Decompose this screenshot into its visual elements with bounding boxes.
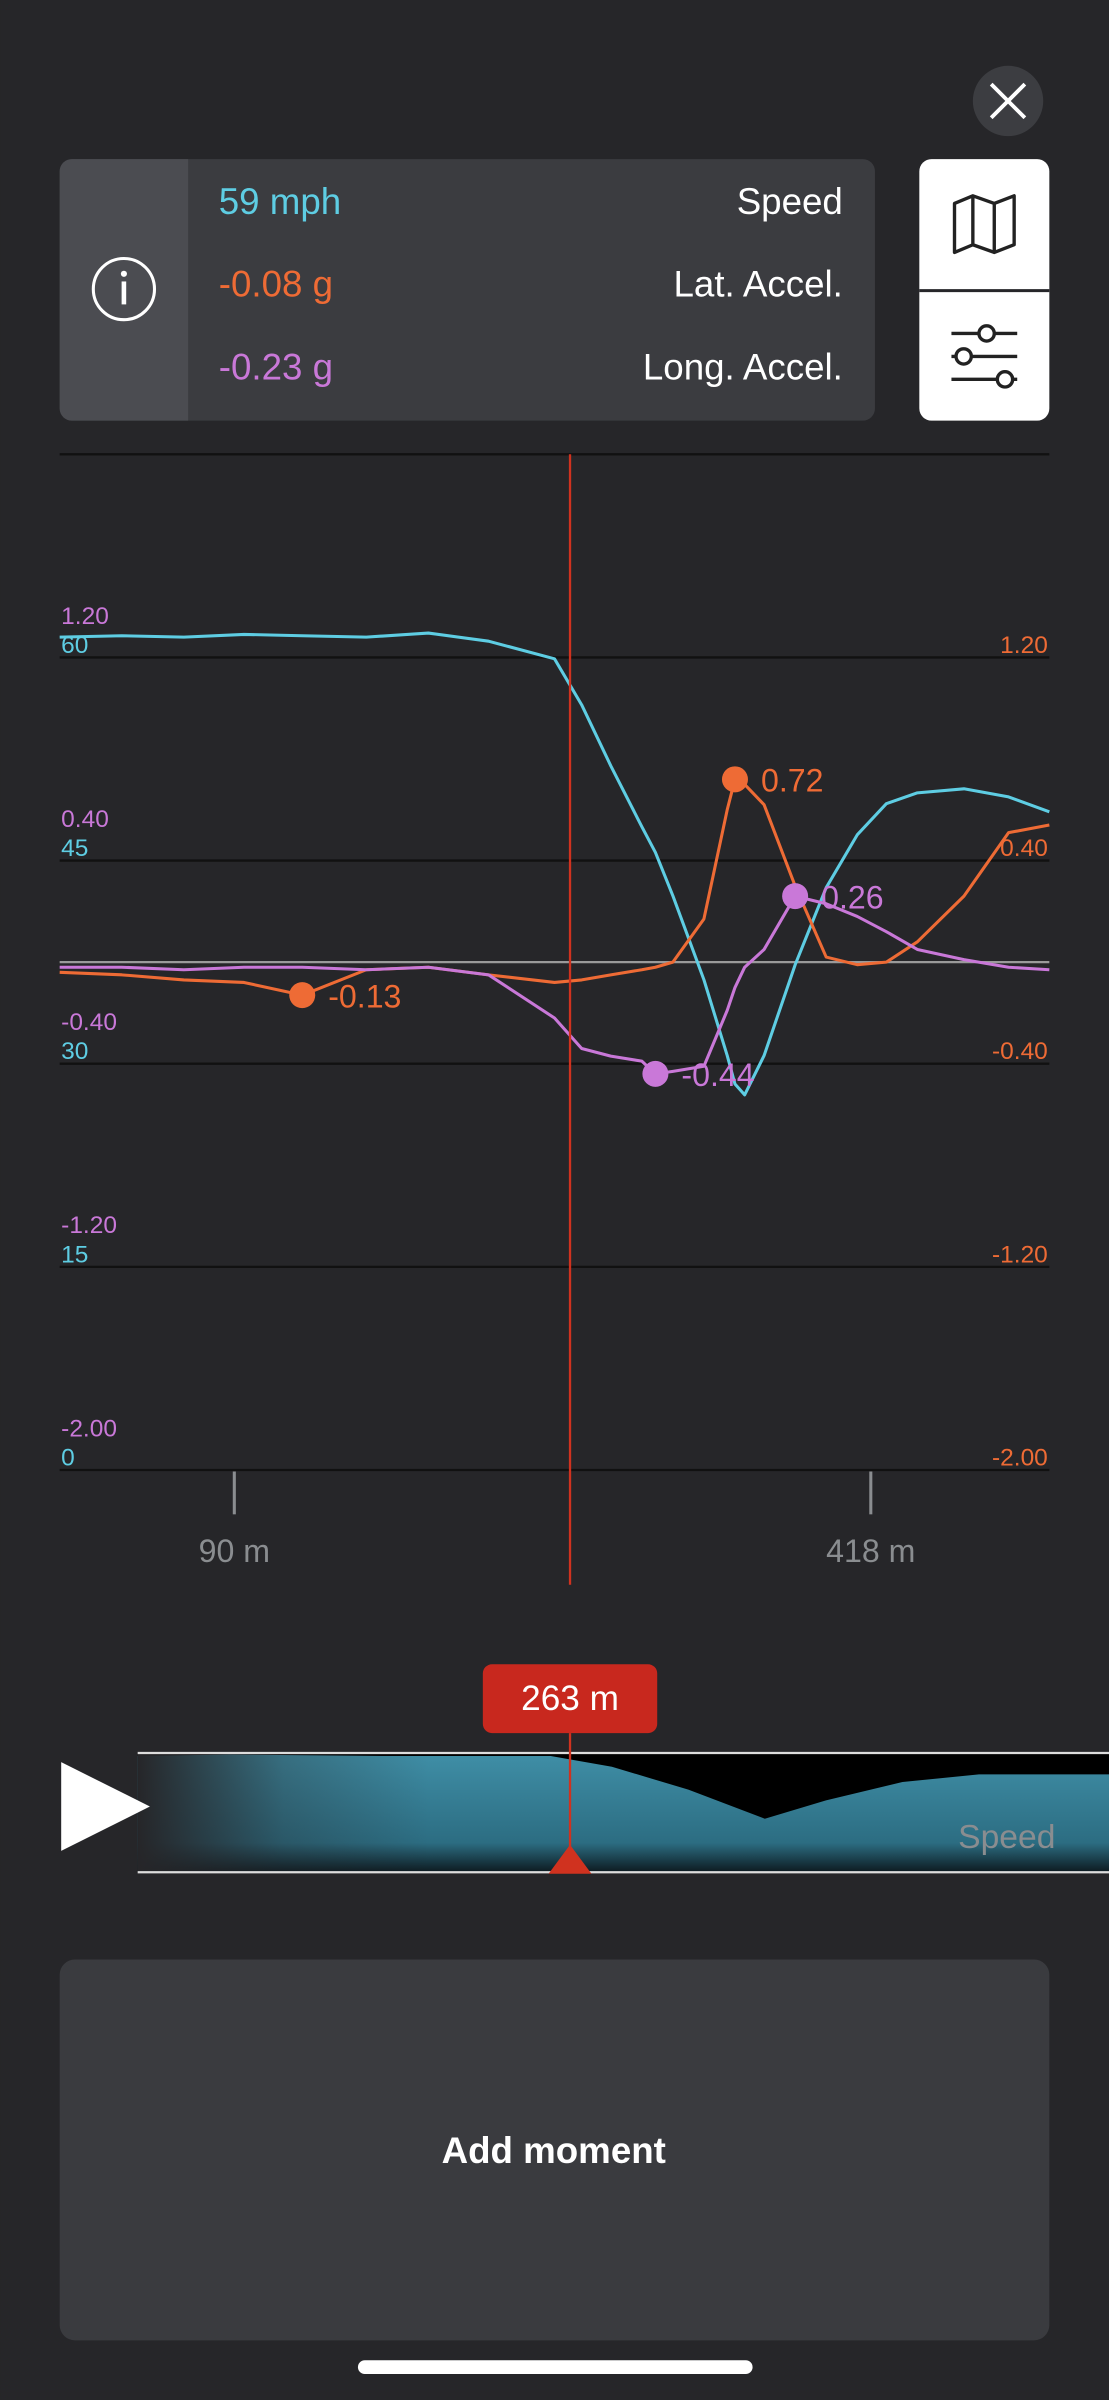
timeline-handle	[548, 1844, 592, 1874]
cursor: 263 m	[482, 454, 658, 1874]
add-moment-button[interactable]: Add moment	[59, 1959, 1050, 2341]
speed-tick-label: 45	[61, 835, 88, 862]
info-button[interactable]	[91, 256, 157, 322]
long-tick-label: 1.20	[61, 603, 109, 630]
point-label: 0.72	[761, 763, 824, 799]
readout-panel	[59, 159, 875, 421]
lat-readout: -0.08 g	[219, 264, 333, 305]
long-tick-label: -1.20	[61, 1212, 117, 1239]
speed-tick-label: 30	[61, 1038, 88, 1065]
close-button[interactable]	[972, 65, 1044, 137]
speed-tick-label: 0	[61, 1444, 75, 1471]
speed-tick-label: 15	[61, 1241, 88, 1268]
timeline[interactable]	[137, 1751, 1109, 1874]
point-marker	[642, 1060, 669, 1087]
point-marker	[721, 766, 748, 793]
button-label: Add moment	[442, 2130, 666, 2171]
series-line	[59, 631, 1050, 1097]
speed-readout: 59 mph	[219, 181, 341, 222]
speed-label: Speed	[737, 181, 843, 222]
lat-tick-label: -2.00	[992, 1444, 1048, 1471]
series-line	[59, 777, 1050, 997]
point-label: -0.13	[328, 978, 401, 1014]
long-tick-label: 0.40	[61, 806, 109, 833]
x-tick-label: 90 m	[199, 1533, 270, 1569]
play-button[interactable]	[61, 1762, 150, 1851]
long-readout: -0.23 g	[219, 346, 333, 387]
long-label: Long. Accel.	[643, 346, 843, 387]
lat-tick-label: 1.20	[1000, 632, 1048, 659]
chart: 015304560-2.00-1.20-0.400.401.20-2.00-1.…	[59, 603, 1050, 1569]
point-label: 0.26	[821, 879, 884, 915]
lat-tick-label: 0.40	[1000, 835, 1048, 862]
map-button[interactable]	[952, 194, 1016, 255]
lat-tick-label: -1.20	[992, 1241, 1048, 1268]
long-tick-label: -2.00	[61, 1415, 117, 1442]
point-label: -0.44	[681, 1057, 754, 1093]
series-line	[59, 894, 1050, 1076]
cursor-badge	[482, 1664, 658, 1734]
home-indicator	[357, 2360, 753, 2374]
lat-tick-label: -0.40	[992, 1038, 1048, 1065]
settings-button[interactable]	[951, 324, 1018, 389]
lat-label: Lat. Accel.	[673, 264, 842, 305]
point-marker	[782, 883, 809, 910]
point-marker	[289, 982, 316, 1009]
x-tick-label: 418 m	[826, 1533, 915, 1569]
timeline-label: Speed	[958, 1819, 1055, 1856]
cursor-label: 263 m	[521, 1679, 619, 1718]
long-tick-label: -0.40	[61, 1009, 117, 1036]
